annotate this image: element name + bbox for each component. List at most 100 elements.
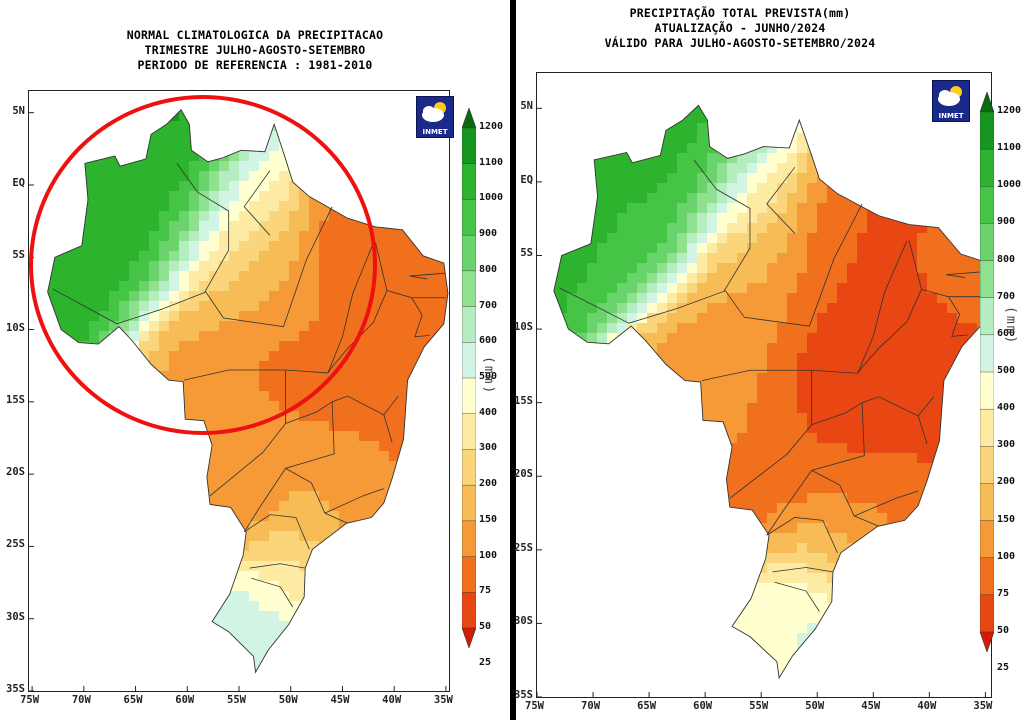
lat-label-left: 35S xyxy=(6,683,25,695)
colorbar-tick-left: 1000 xyxy=(479,192,504,204)
colorbar-tick-left: 100 xyxy=(479,549,498,561)
colorbar-swatch xyxy=(980,223,994,262)
colorbar-tick-left: 700 xyxy=(479,299,498,311)
left-colorbar: 1200 1100 1000 900 800 700 600 500 400 300 200 150 1… xyxy=(462,108,503,668)
colorbar-tick-right: 800 xyxy=(997,253,1016,265)
colorbar-swatch xyxy=(462,520,476,558)
lon-label-right: 40W xyxy=(917,700,937,712)
cloud-sun-icon xyxy=(422,102,446,122)
lat-label-left: 30S xyxy=(6,610,25,623)
colorbar-swatch xyxy=(980,371,994,410)
left-inmet-logo: INMET xyxy=(416,96,454,138)
state-border-left-16 xyxy=(251,577,294,608)
lon-label-right: 75W xyxy=(525,700,544,712)
colorbar-swatch xyxy=(980,297,994,336)
state-border-right-1 xyxy=(693,159,751,292)
state-border-right-13 xyxy=(854,490,919,517)
lat-label-right: 35S xyxy=(514,689,533,701)
left-logo-text: INMET xyxy=(422,128,448,136)
colorbar-tick-right: 1200 xyxy=(997,105,1022,116)
state-border-left-15 xyxy=(249,563,306,569)
colorbar-svg-left xyxy=(462,108,476,648)
colorbar-swatch xyxy=(462,199,476,236)
lon-label-right: 60W xyxy=(693,700,713,712)
lat-label-left: EQ xyxy=(12,176,25,189)
state-border-left-12 xyxy=(285,468,348,524)
lon-label-right: 50W xyxy=(805,700,825,712)
state-border-right-3 xyxy=(811,240,908,374)
colorbar-tick-right: 1100 xyxy=(997,142,1022,154)
lat-label-right: 5N xyxy=(520,100,533,113)
left-panel: NORMAL CLIMATOLOGICA DA PRECIPITACAO TRI… xyxy=(0,0,510,720)
colorbar-top-arrow xyxy=(462,108,476,129)
state-border-left-14 xyxy=(243,514,310,550)
right-title-line-2: ATUALIZAÇÃO - JUNHO/2024 xyxy=(654,21,826,35)
lon-label-left: 60W xyxy=(175,694,195,706)
panel-divider xyxy=(510,0,516,720)
lat-label-left: 25S xyxy=(6,538,25,551)
lat-label-right: 25S xyxy=(514,541,533,554)
right-units-label: (mm) xyxy=(1003,306,1018,346)
colorbar-tick-left: 50 xyxy=(479,621,492,632)
colorbar-tick-left: 150 xyxy=(479,513,498,525)
state-border-left-5 xyxy=(243,401,335,533)
colorbar-tick-left: 800 xyxy=(479,263,498,275)
colorbar-tick-right: 150 xyxy=(997,513,1016,525)
lat-label-right: 15S xyxy=(514,394,533,407)
state-border-left-11 xyxy=(409,272,445,280)
colorbar-tick-left: 1100 xyxy=(479,156,504,168)
colorbar-swatch xyxy=(462,163,476,200)
colorbar-tick-left: 300 xyxy=(479,442,498,454)
colorbar-swatch xyxy=(462,234,476,272)
lat-label-right: EQ xyxy=(520,173,533,186)
precip-field-right xyxy=(553,105,988,678)
right-panel: PRECIPITAÇÃO TOTAL PREVISTA(mm) ATUALIZA… xyxy=(514,0,1024,720)
colorbar-swatch xyxy=(462,449,476,486)
lat-label-right: 30S xyxy=(514,615,533,628)
lat-label-left: 15S xyxy=(6,393,25,406)
state-border-right-9 xyxy=(857,289,922,374)
lon-label-left: 45W xyxy=(330,694,350,706)
colorbar-svg-right xyxy=(980,92,994,652)
colorbar-bottom-arrow xyxy=(980,631,994,652)
state-border-right-12 xyxy=(811,470,880,527)
brazil-outline-right xyxy=(553,104,989,680)
right-title-line-1: PRECIPITAÇÃO TOTAL PREVISTA(mm) xyxy=(629,6,851,20)
colorbar-tick-right: 50 xyxy=(997,625,1010,636)
state-border-right-16 xyxy=(774,581,820,612)
colorbar-swatch xyxy=(462,306,476,343)
colorbar-tick-right: 1000 xyxy=(997,179,1022,191)
state-border-left-8 xyxy=(375,242,430,338)
colorbar-swatch xyxy=(980,520,994,559)
lon-label-left: 55W xyxy=(227,694,246,706)
colorbar-tick-left: 200 xyxy=(479,478,498,490)
colorbar-tick-left: 900 xyxy=(479,228,498,240)
colorbar-swatch xyxy=(980,594,994,633)
lon-label-right: 65W xyxy=(637,700,657,712)
colorbar-swatch xyxy=(980,334,994,373)
lat-label-right: 20S xyxy=(514,468,533,481)
state-border-right-11 xyxy=(946,271,985,278)
colorbar-tick-right: 900 xyxy=(997,216,1016,228)
colorbar-tick-right: 25 xyxy=(997,662,1010,674)
colorbar-swatch xyxy=(462,377,476,415)
colorbar-tick-right: 500 xyxy=(997,365,1016,376)
colorbar-tick-right: 200 xyxy=(997,476,1016,488)
colorbar-top-arrow xyxy=(980,92,994,113)
right-title-line-3: VÁLIDO PARA JULHO-AGOSTO-SETEMBRO/2024 xyxy=(604,36,876,50)
state-border-right-6 xyxy=(861,396,928,444)
colorbar-tick-left: 1200 xyxy=(479,121,504,132)
colorbar-tick-right: 75 xyxy=(997,587,1010,599)
lat-label-left: 20S xyxy=(6,466,25,479)
colorbar-tick-left: 400 xyxy=(479,406,498,418)
colorbar-tick-right: 600 xyxy=(997,327,1016,339)
state-border-right-8 xyxy=(908,240,968,337)
state-border-right-0 xyxy=(559,203,863,327)
lon-label-right: 70W xyxy=(581,700,601,712)
state-border-right-15 xyxy=(772,567,834,573)
colorbar-swatch xyxy=(980,148,994,187)
colorbar-swatch xyxy=(462,556,476,593)
lon-label-right: 55W xyxy=(749,700,769,712)
right-map-svg xyxy=(537,104,989,697)
lat-label-right: 10S xyxy=(514,321,533,334)
